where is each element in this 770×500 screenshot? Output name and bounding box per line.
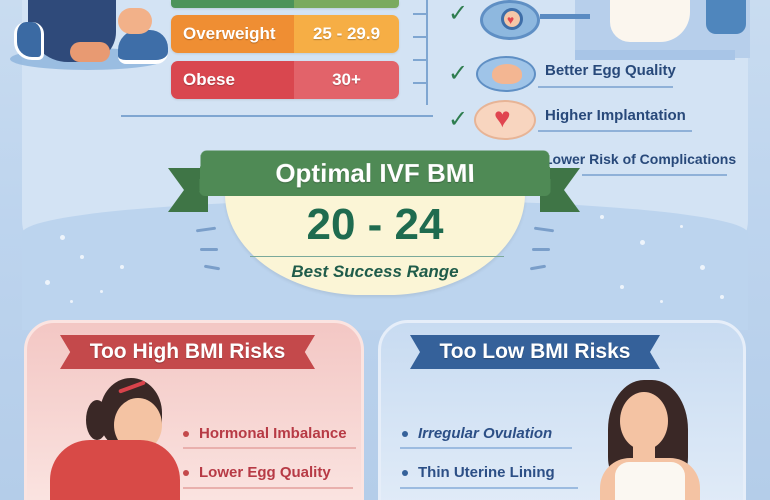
- check-icon: ✓: [448, 108, 468, 132]
- benefit-label: Higher Implantation: [545, 107, 686, 124]
- magnifier-handle: [540, 14, 590, 19]
- high-bmi-risk-banner: Too High BMI Risks: [60, 335, 315, 369]
- optimal-range-value: 20 - 24: [225, 200, 525, 250]
- bmi-category-table: Overweight 25 - 29.9 Obese 30+: [171, 0, 399, 107]
- risk-underline: [400, 447, 572, 449]
- check-icon: ✓: [448, 62, 468, 86]
- bmi-range: [294, 0, 399, 8]
- risk-item: Hormonal Imbalance: [183, 425, 347, 442]
- benefit-label: Lower Risk of Complications: [544, 151, 736, 167]
- risk-item: Irregular Ovulation: [402, 425, 552, 442]
- bullet-icon: [183, 470, 189, 476]
- risk-label: Thin Uterine Lining: [418, 464, 555, 481]
- table-baseline: [121, 115, 433, 117]
- bmi-row-obese: Obese 30+: [171, 61, 399, 99]
- axis-tick: [413, 82, 427, 84]
- bullet-icon: [402, 470, 408, 476]
- risk-underline: [183, 447, 356, 449]
- check-icon: ✓: [448, 2, 468, 26]
- bmi-category: [171, 0, 294, 8]
- low-bmi-risk-banner: Too Low BMI Risks: [410, 335, 660, 369]
- bmi-row-overweight: Overweight 25 - 29.9: [171, 15, 399, 53]
- heart-embryo-icon: ♥: [474, 100, 536, 140]
- axis-tick: [413, 13, 427, 15]
- bmi-row-normal: [171, 0, 399, 8]
- optimal-divider: [250, 256, 504, 257]
- risk-label: Irregular Ovulation: [418, 425, 552, 442]
- ray-decoration: [200, 248, 218, 251]
- benefit-label: Better Egg Quality: [545, 62, 676, 79]
- egg-cell-icon: [476, 56, 536, 92]
- bmi-category: Overweight: [171, 15, 294, 53]
- vertical-axis-line: [426, 0, 428, 105]
- risk-underline: [400, 487, 578, 489]
- risk-label: Hormonal Imbalance: [199, 425, 347, 442]
- axis-tick: [413, 36, 427, 38]
- bmi-range: 30+: [294, 61, 399, 99]
- bullet-icon: [183, 431, 189, 437]
- bullet-icon: [402, 431, 408, 437]
- ray-decoration: [532, 248, 550, 251]
- bmi-category: Obese: [171, 61, 294, 99]
- risk-item: Lower Egg Quality: [183, 464, 331, 481]
- benefit-underline: [582, 174, 727, 176]
- bmi-range: 25 - 29.9: [294, 15, 399, 53]
- magnified-egg-heart-icon: ♥: [480, 0, 540, 40]
- axis-tick: [413, 59, 427, 61]
- risk-item: Thin Uterine Lining: [402, 464, 555, 481]
- optimal-subtitle: Best Success Range: [225, 262, 525, 282]
- risk-underline: [183, 487, 353, 489]
- risk-label: Lower Egg Quality: [199, 464, 331, 481]
- benefit-underline: [538, 130, 692, 132]
- optimal-title-ribbon: Optimal IVF BMI: [199, 150, 551, 196]
- benefit-underline: [538, 86, 673, 88]
